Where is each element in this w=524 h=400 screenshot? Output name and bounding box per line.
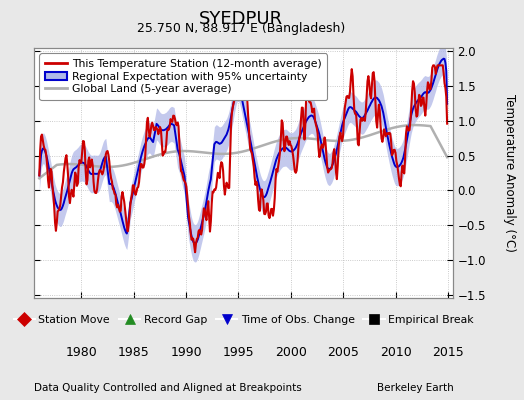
Text: 2015: 2015 [432, 346, 464, 359]
Text: Berkeley Earth: Berkeley Earth [377, 383, 453, 393]
Y-axis label: Temperature Anomaly (°C): Temperature Anomaly (°C) [503, 94, 516, 252]
Text: Data Quality Controlled and Aligned at Breakpoints: Data Quality Controlled and Aligned at B… [34, 383, 302, 393]
Text: 1980: 1980 [66, 346, 97, 359]
Legend: Station Move, Record Gap, Time of Obs. Change, Empirical Break: Station Move, Record Gap, Time of Obs. C… [9, 310, 478, 329]
Text: 1985: 1985 [118, 346, 149, 359]
Text: 25.750 N, 88.917 E (Bangladesh): 25.750 N, 88.917 E (Bangladesh) [137, 22, 345, 35]
Text: 2010: 2010 [380, 346, 411, 359]
Text: SYEDPUR: SYEDPUR [199, 10, 283, 28]
Text: 1995: 1995 [223, 346, 254, 359]
Text: 2005: 2005 [328, 346, 359, 359]
Legend: This Temperature Station (12-month average), Regional Expectation with 95% uncer: This Temperature Station (12-month avera… [39, 54, 327, 100]
Text: 1990: 1990 [170, 346, 202, 359]
Text: 2000: 2000 [275, 346, 307, 359]
